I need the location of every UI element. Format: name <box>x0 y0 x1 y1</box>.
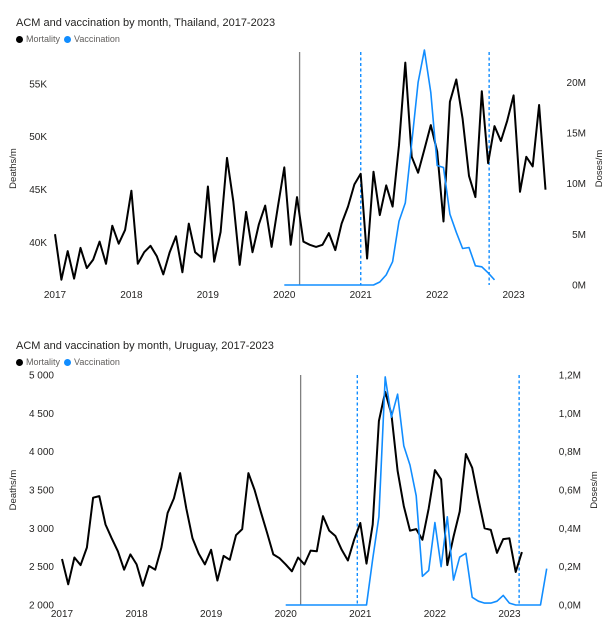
x-tick-label: 2022 <box>424 609 447 620</box>
y-tick-label: 45K <box>29 185 47 196</box>
y2-axis-title: Doses/m <box>589 471 600 509</box>
y2-tick-label: 0,2M <box>559 562 581 573</box>
y-tick-label: 4 500 <box>29 409 54 420</box>
legend-item-vaccination[interactable]: Vaccination <box>64 34 120 44</box>
y2-tick-label: 0,6M <box>559 486 581 497</box>
x-tick-label: 2020 <box>273 290 296 301</box>
legend-item-vaccination[interactable]: Vaccination <box>64 357 120 367</box>
x-tick-label: 2019 <box>200 609 223 620</box>
y2-tick-label: 0,0M <box>559 601 581 612</box>
y-tick-label: 50K <box>29 132 47 143</box>
legend-swatch-vaccination <box>64 35 72 43</box>
chart-legend: Mortality Vaccination <box>16 34 124 44</box>
series-line-mortality <box>54 61 547 281</box>
x-tick-label: 2021 <box>349 609 372 620</box>
y2-axis-title: Doses/m <box>594 150 605 188</box>
x-tick-label: 2021 <box>350 290 373 301</box>
x-tick-label: 2017 <box>44 290 67 301</box>
y-tick-label: 40K <box>29 238 47 249</box>
chart-title: ACM and vaccination by month, Thailand, … <box>16 17 276 29</box>
x-tick-label: 2020 <box>275 609 298 620</box>
chart-title: ACM and vaccination by month, Uruguay, 2… <box>16 340 274 352</box>
y2-tick-label: 1,0M <box>559 409 581 420</box>
legend-label-mortality: Mortality <box>26 34 61 44</box>
y2-tick-label: 0,8M <box>559 447 581 458</box>
y-tick-label: 3 500 <box>29 486 54 497</box>
legend-label-mortality: Mortality <box>26 357 61 367</box>
series-line-mortality <box>61 390 523 587</box>
series-line-vaccination <box>285 376 548 606</box>
y-tick-label: 4 000 <box>29 447 54 458</box>
y-tick-label: 3 000 <box>29 524 54 535</box>
x-tick-label: 2018 <box>125 609 148 620</box>
y-tick-label: 5 000 <box>29 371 54 382</box>
legend-label-vaccination: Vaccination <box>74 34 120 44</box>
y2-tick-label: 5M <box>572 230 586 241</box>
y2-tick-label: 20M <box>567 78 586 89</box>
chart-legend: Mortality Vaccination <box>16 357 124 367</box>
y2-tick-label: 0,4M <box>559 524 581 535</box>
x-tick-label: 2023 <box>502 290 525 301</box>
legend-label-vaccination: Vaccination <box>74 357 120 367</box>
legend-item-mortality[interactable]: Mortality <box>16 357 60 367</box>
y-axis-title: Deaths/m <box>8 148 19 189</box>
legend-swatch-vaccination <box>64 358 72 366</box>
y2-tick-label: 1,2M <box>559 371 581 382</box>
legend-item-mortality[interactable]: Mortality <box>16 34 60 44</box>
x-tick-label: 2023 <box>498 609 521 620</box>
series-line-vaccination <box>284 49 496 286</box>
x-tick-label: 2019 <box>197 290 220 301</box>
legend-swatch-mortality <box>16 35 23 43</box>
x-tick-label: 2022 <box>426 290 449 301</box>
thailand-chart-plot: 40K 45K 50K 55K 0M 5M 10M 15M 20M 2017 2018 2019 202… <box>8 49 605 301</box>
y-axis-title: Deaths/m <box>8 470 19 511</box>
y-tick-label: 2 500 <box>29 562 54 573</box>
y2-tick-label: 15M <box>567 129 586 140</box>
y2-tick-label: 10M <box>567 179 586 190</box>
x-tick-label: 2018 <box>120 290 143 301</box>
y2-tick-label: 0M <box>572 281 586 292</box>
y-tick-label: 2 000 <box>29 601 54 612</box>
x-tick-label: 2017 <box>51 609 74 620</box>
y-tick-label: 55K <box>29 79 47 90</box>
legend-swatch-mortality <box>16 358 23 366</box>
